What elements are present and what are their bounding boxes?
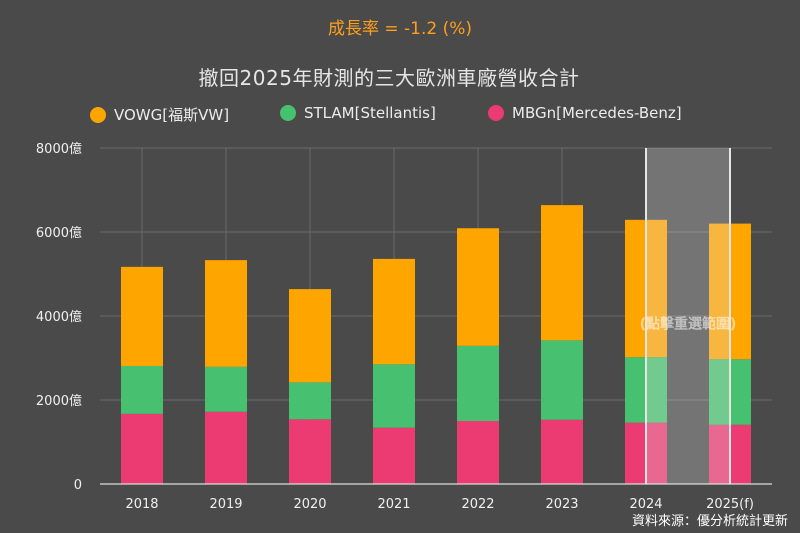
bar-stlam-2022[interactable]	[457, 345, 499, 421]
chart-title: 撤回2025年財測的三大歐洲車廠營收合計	[198, 66, 580, 90]
legend-dot-mbgn	[488, 105, 504, 121]
x-tick-label: 2024	[629, 497, 662, 512]
bar-vowg-2021[interactable]	[373, 258, 415, 365]
y-tick-label: 0	[74, 478, 82, 493]
legend-item-vowg[interactable]: VOWG[福斯VW]	[90, 104, 229, 125]
x-tick-label: 2025(f)	[706, 497, 754, 512]
x-tick-label: 2020	[293, 497, 326, 512]
legend-item-mbgn[interactable]: MBGn[Mercedes-Benz]	[488, 104, 682, 122]
source-text: 資料來源：優分析統計更新	[631, 514, 788, 529]
highlight-label[interactable]: (點擊重選範圍)	[640, 316, 737, 333]
bar-stlam-2018[interactable]	[121, 365, 163, 414]
bar-vowg-2023[interactable]	[541, 205, 583, 341]
legend-dot-stlam	[280, 105, 296, 121]
legend-label-mbgn: MBGn[Mercedes-Benz]	[512, 104, 682, 122]
bar-stlam-2020[interactable]	[289, 382, 331, 420]
legend-item-stlam[interactable]: STLAM[Stellantis]	[280, 104, 436, 122]
x-tick-label: 2018	[125, 497, 158, 512]
legend-label-vowg: VOWG[福斯VW]	[114, 106, 230, 124]
bar-mbgn-2022[interactable]	[457, 421, 499, 484]
bar-mbgn-2020[interactable]	[289, 419, 331, 484]
bar-stlam-2021[interactable]	[373, 364, 415, 428]
highlight-range-band[interactable]	[646, 148, 730, 484]
x-tick-label: 2019	[209, 497, 242, 512]
bar-mbgn-2023[interactable]	[541, 419, 583, 484]
bar-vowg-2018[interactable]	[121, 266, 163, 366]
bar-mbgn-2021[interactable]	[373, 427, 415, 484]
x-tick-label: 2023	[545, 497, 578, 512]
bar-mbgn-2018[interactable]	[121, 413, 163, 484]
y-tick-label: 4000億	[36, 309, 82, 325]
x-tick-label: 2022	[461, 497, 494, 512]
legend-label-stlam: STLAM[Stellantis]	[304, 104, 436, 122]
bar-vowg-2019[interactable]	[205, 260, 247, 367]
bar-mbgn-2019[interactable]	[205, 411, 247, 484]
bar-stlam-2019[interactable]	[205, 366, 247, 412]
y-tick-label: 8000億	[36, 141, 82, 157]
y-tick-label: 6000億	[36, 225, 82, 241]
bar-vowg-2020[interactable]	[289, 289, 331, 383]
growth-rate-text: 成長率 = -1.2 (%)	[327, 19, 473, 39]
y-tick-label: 2000億	[36, 393, 82, 409]
x-tick-label: 2021	[377, 497, 410, 512]
legend-dot-vowg	[90, 106, 106, 123]
bar-stlam-2023[interactable]	[541, 340, 583, 420]
bar-vowg-2022[interactable]	[457, 228, 499, 346]
